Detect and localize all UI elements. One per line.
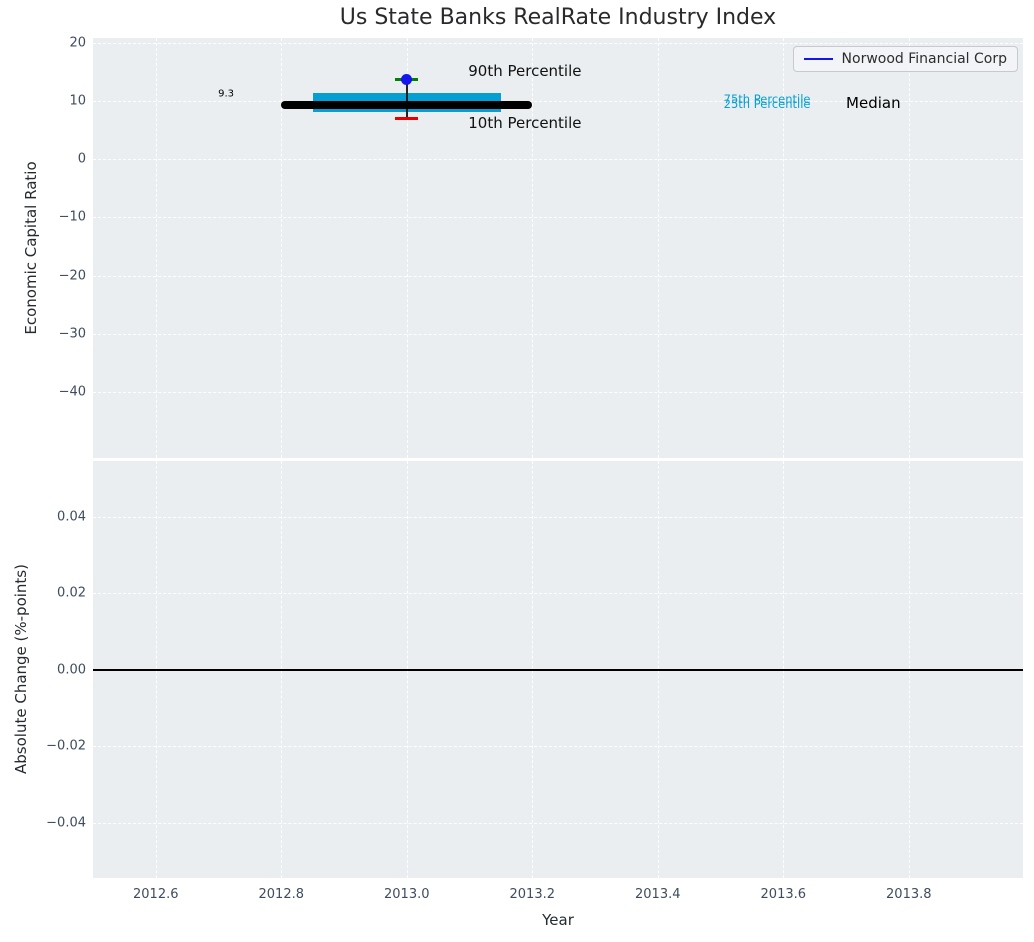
y-tick-label: −0.04 xyxy=(46,815,86,831)
x-gridline xyxy=(532,38,534,458)
top-y-axis-label: Economic Capital Ratio xyxy=(22,161,40,335)
y-tick-label: −10 xyxy=(58,209,86,225)
annotation-10th-percentile: 10th Percentile xyxy=(468,114,582,133)
y-gridline xyxy=(93,275,1023,277)
series-point xyxy=(401,73,413,85)
annotation-25th-percentile: 25th Percentile xyxy=(723,96,811,111)
x-gridline xyxy=(908,38,910,458)
y-tick-label: −0.02 xyxy=(46,738,86,754)
chart-title: Us State Banks RealRate Industry Index xyxy=(339,5,777,30)
y-tick-label: 10 xyxy=(69,93,86,109)
legend: Norwood Financial Corp xyxy=(792,46,1018,72)
bottom-axes xyxy=(93,461,1023,878)
x-gridline xyxy=(155,38,157,458)
y-tick-label: 0.04 xyxy=(57,509,86,525)
y-gridline xyxy=(93,516,1023,518)
zero-line xyxy=(93,669,1023,671)
y-gridline xyxy=(93,392,1023,394)
y-gridline xyxy=(93,159,1023,161)
y-gridline xyxy=(93,822,1023,824)
y-tick-label: 0.02 xyxy=(57,585,86,601)
annotation-90th-percentile: 90th Percentile xyxy=(468,61,582,80)
x-tick-label: 2012.6 xyxy=(133,887,179,902)
x-tick-label: 2013.6 xyxy=(760,887,807,902)
y-tick-label: 0.00 xyxy=(57,662,86,678)
x-gridline xyxy=(657,38,659,458)
y-gridline xyxy=(93,593,1023,595)
legend-line-swatch xyxy=(803,58,833,60)
annotation-75th-percentile: 75th Percentile xyxy=(723,92,811,107)
y-gridline xyxy=(93,42,1023,44)
legend-label: Norwood Financial Corp xyxy=(841,51,1007,67)
y-tick-label: −40 xyxy=(58,384,86,400)
y-tick-label: 0 xyxy=(77,151,86,167)
x-gridline xyxy=(281,38,283,458)
y-gridline xyxy=(93,333,1023,335)
top-axes: Norwood Financial Corp 9.3 90th Percentil… xyxy=(93,38,1023,458)
annotation-median: Median xyxy=(846,94,901,113)
y-gridline xyxy=(93,217,1023,219)
annotation-9-3: 9.3 xyxy=(218,88,234,100)
whisker-line xyxy=(406,79,408,119)
x-tick-label: 2013.4 xyxy=(635,887,681,902)
y-tick-label: −30 xyxy=(58,326,86,342)
x-gridline xyxy=(783,38,785,458)
y-gridline xyxy=(93,100,1023,102)
p10-cap xyxy=(395,117,419,121)
x-tick-label: 2013.8 xyxy=(886,887,932,902)
x-tick-label: 2013.2 xyxy=(509,887,556,902)
x-tick-label: 2013.0 xyxy=(384,887,430,902)
median-line xyxy=(281,100,533,109)
x-gridline xyxy=(406,38,408,458)
y-tick-label: −20 xyxy=(58,268,86,284)
x-axis-label: Year xyxy=(542,911,574,929)
y-gridline xyxy=(93,746,1023,748)
y-tick-label: 20 xyxy=(69,35,86,51)
x-tick-label: 2012.8 xyxy=(258,887,305,902)
